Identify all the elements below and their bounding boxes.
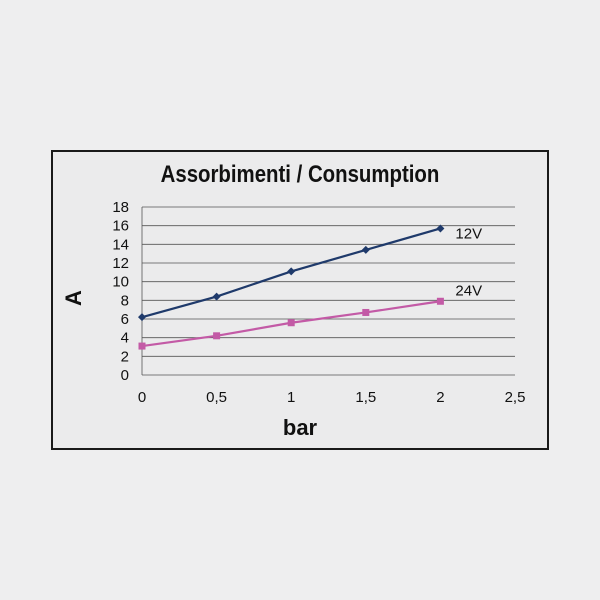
y-tick-label: 10 <box>112 274 129 291</box>
y-tick-label: 8 <box>121 292 129 309</box>
data-point-24V <box>287 319 295 327</box>
chart-title: Assorbimenti / Consumption <box>161 160 440 187</box>
data-point-12V <box>361 245 370 254</box>
x-tick-label: 1 <box>287 389 295 406</box>
y-tick-label: 12 <box>112 255 129 272</box>
data-point-12V <box>287 267 296 276</box>
x-tick-label: 2 <box>436 389 444 406</box>
y-tick-label: 2 <box>121 348 129 365</box>
data-point-24V <box>436 297 444 305</box>
x-axis-label: bar <box>283 415 318 440</box>
series-label: 12V <box>455 225 482 242</box>
y-axis-label: A <box>61 290 86 306</box>
y-tick-label: 4 <box>121 330 129 347</box>
data-point-12V <box>138 313 146 322</box>
y-tick-label: 6 <box>121 311 129 328</box>
data-point-24V <box>362 308 370 316</box>
y-tick-label: 16 <box>112 218 129 235</box>
y-tick-label: 14 <box>112 236 129 253</box>
series-label: 24V <box>455 282 482 299</box>
data-point-12V <box>436 224 445 233</box>
x-tick-label: 0 <box>138 389 146 406</box>
y-tick-label: 0 <box>121 367 129 384</box>
x-tick-label: 2,5 <box>505 389 526 406</box>
chart-frame: 0 2 4 6 8 10 12 14 16 18 0 0,5 1 1,5 2 2,5 Assorbimenti … <box>51 150 549 450</box>
data-point-12V <box>212 292 221 301</box>
data-point-24V <box>213 332 221 340</box>
x-tick-label: 0,5 <box>206 389 227 406</box>
x-tick-label: 1,5 <box>355 389 376 406</box>
data-point-24V <box>138 342 146 350</box>
y-tick-label: 18 <box>112 199 129 216</box>
